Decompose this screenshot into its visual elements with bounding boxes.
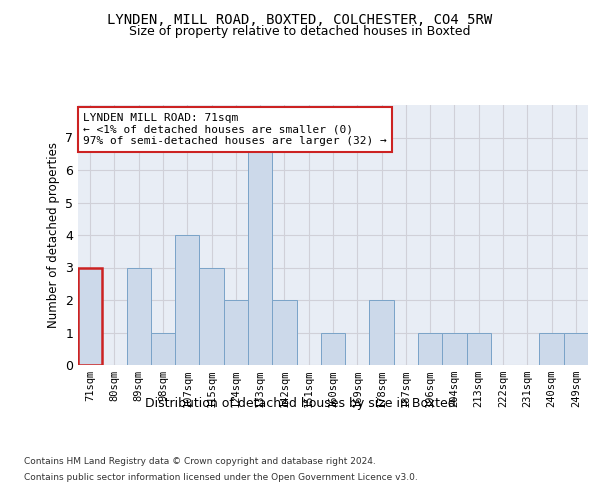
Bar bbox=[127, 268, 151, 365]
Text: LYNDEN, MILL ROAD, BOXTED, COLCHESTER, CO4 5RW: LYNDEN, MILL ROAD, BOXTED, COLCHESTER, C… bbox=[107, 12, 493, 26]
Bar bbox=[418, 332, 442, 365]
Text: Contains public sector information licensed under the Open Government Licence v3: Contains public sector information licen… bbox=[24, 472, 418, 482]
Text: Distribution of detached houses by size in Boxted: Distribution of detached houses by size … bbox=[145, 398, 455, 410]
Bar bbox=[78, 268, 102, 365]
Y-axis label: Number of detached properties: Number of detached properties bbox=[47, 142, 59, 328]
Text: Size of property relative to detached houses in Boxted: Size of property relative to detached ho… bbox=[129, 25, 471, 38]
Text: Contains HM Land Registry data © Crown copyright and database right 2024.: Contains HM Land Registry data © Crown c… bbox=[24, 458, 376, 466]
Bar bbox=[151, 332, 175, 365]
Bar bbox=[539, 332, 564, 365]
Bar bbox=[564, 332, 588, 365]
Bar bbox=[224, 300, 248, 365]
Bar bbox=[467, 332, 491, 365]
Bar bbox=[321, 332, 345, 365]
Text: LYNDEN MILL ROAD: 71sqm
← <1% of detached houses are smaller (0)
97% of semi-det: LYNDEN MILL ROAD: 71sqm ← <1% of detache… bbox=[83, 113, 387, 146]
Bar bbox=[370, 300, 394, 365]
Bar bbox=[199, 268, 224, 365]
Bar bbox=[272, 300, 296, 365]
Bar bbox=[248, 138, 272, 365]
Bar bbox=[442, 332, 467, 365]
Bar bbox=[175, 235, 199, 365]
